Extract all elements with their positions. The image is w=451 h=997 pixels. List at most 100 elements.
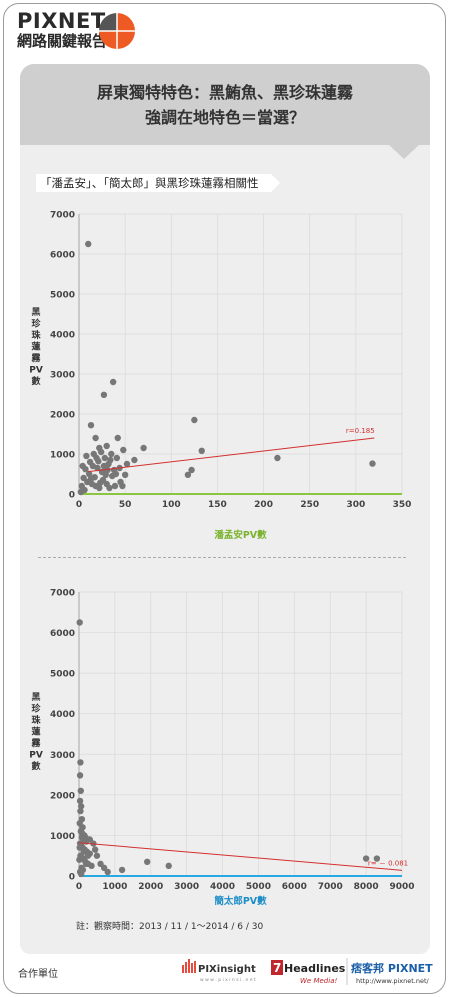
data-point [93,852,101,859]
headline-line-1: 屏東獨特特色：黑鮪魚、黑珍珠蓮霧 [96,83,353,102]
x-tick-label: 8000 [354,882,379,892]
x-tick-label: 0 [76,882,82,892]
brand-name: PIXNET [17,9,106,33]
data-point [111,482,119,490]
data-point [188,466,195,474]
data-point [103,442,110,450]
y-tick-label: 1000 [50,832,75,842]
data-point [79,830,86,837]
data-point [106,484,113,492]
x-tick-label: 7000 [318,882,343,892]
data-point [87,475,95,482]
data-point [143,858,151,865]
y-tick-label: 6000 [50,251,75,261]
y-tick-label: 4000 [50,710,75,720]
headline-banner: 屏東獨特特色：黑鮪魚、黑珍珠蓮霧 強調在地特色＝當選？ [20,64,430,145]
data-point [91,846,99,853]
y-tick-label: 6000 [50,629,75,639]
scatter-chart-jian: 0 1000 2000 3000 4000 5000 6000 7000 0 1000 2000 30… [29,589,414,908]
x-tick-label: 5000 [246,882,271,892]
correlation-annotation: r= － 0.081 [368,859,408,867]
data-point [198,447,205,454]
y-axis-title: 黑珍珠蓮霧 PV 數 [29,307,43,387]
data-point [362,855,370,862]
data-point [77,787,84,794]
correlation-annotation: r=0.185 [346,427,375,435]
brand-block: PIXNET 網路關鍵報告 [17,10,107,50]
data-point [107,456,114,464]
data-point [102,471,109,478]
data-point [97,479,104,486]
data-point [131,456,138,464]
y-tick-label: 0 [69,491,75,501]
data-point [92,434,99,442]
x-axis-title: 潘孟安PV數 [214,529,267,541]
x-tick-label: 3000 [174,882,199,892]
data-point [76,844,83,851]
partner3-url: http://www.pixnet.net/ [356,977,430,985]
x-tick-label: 9000 [389,882,414,892]
observation-note: 註：觀察時間：2013 / 11 / 1～2014 / 6 / 30 [76,922,264,932]
svg-text:7: 7 [273,961,281,975]
headlines-logo-icon [271,960,283,975]
data-point [76,797,84,805]
data-point [113,454,121,462]
scatter-chart-pan: 0 1000 2000 3000 4000 5000 6000 7000 0 50 100 150 20… [29,211,412,542]
data-point [97,448,105,456]
data-point [85,240,92,248]
data-point [114,434,121,442]
y-tick-label: 5000 [50,670,75,680]
y-axis-title-char: 珠 [31,714,41,726]
y-tick-label: 2000 [50,411,75,421]
data-point [101,454,109,462]
data-point [84,852,92,859]
x-tick-label: 0 [76,500,82,510]
y-axis-title-char: 珍 [31,703,41,715]
data-point [80,848,87,855]
y-tick-label: 5000 [50,291,75,301]
y-axis-title-char: 蓮 [31,726,40,738]
data-point [119,482,126,490]
y-axis-title-char: 珠 [31,329,41,341]
y-tick-label: 0 [69,873,75,883]
data-point [77,488,85,496]
partner2-name: Headlines [284,962,346,975]
y-axis-title: 黑珍珠蓮霧 PV 數 [29,692,43,772]
x-tick-label: 300 [346,500,365,510]
partner1-url: w w w . p i x i n s i . n e t [200,977,256,983]
y-axis-title-char: 珍 [31,318,41,330]
data-point [76,856,83,863]
data-point [274,454,281,462]
x-tick-label: 2000 [138,882,163,892]
data-point [85,470,93,478]
data-point [100,391,108,398]
headline-line-2: 強調在地特色＝當選？ [144,108,305,127]
y-tick-label: 3000 [50,751,75,761]
data-point [120,446,127,454]
data-point [77,870,85,878]
x-tick-label: 200 [254,500,273,510]
y-tick-label: 3000 [50,371,75,381]
y-tick-label: 4000 [50,331,75,341]
data-point [118,866,126,874]
x-tick-label: 350 [393,500,412,510]
data-point [77,803,85,810]
x-tick-label: 50 [119,500,132,510]
data-point [77,807,84,815]
data-point [104,868,111,876]
headline-notch [389,145,419,159]
data-point [76,619,83,626]
x-axis-title: 簡太郎PV數 [214,895,267,907]
x-tick-label: 1000 [102,882,127,892]
data-point [109,378,117,386]
x-tick-label: 250 [300,500,319,510]
x-tick-label: 150 [208,500,227,510]
data-point [82,860,90,868]
data-point [94,464,101,472]
partner-logos: PIXinsight w w w . p i x i n s i . n e t… [182,958,433,985]
data-point [83,452,90,460]
partner2-tagline: We Media! [300,977,337,985]
x-tick-label: 6000 [282,882,307,892]
trend-line [78,842,403,871]
data-point [123,460,131,468]
